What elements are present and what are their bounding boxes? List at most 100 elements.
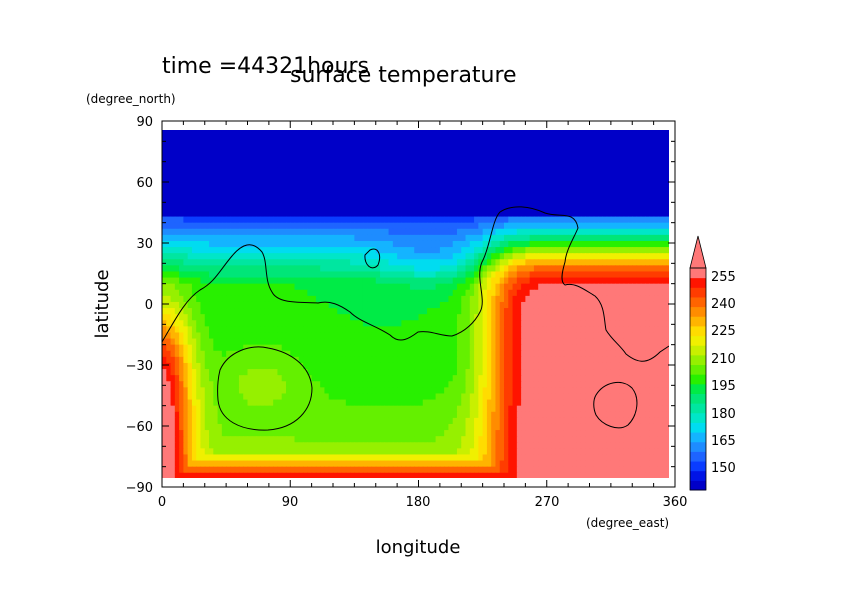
field-cell — [414, 130, 420, 132]
field-cell — [401, 338, 407, 346]
field-cell — [474, 155, 479, 163]
field-cell — [469, 283, 475, 291]
field-cell — [367, 131, 373, 138]
field-cell — [491, 186, 497, 193]
field-cell — [217, 234, 223, 242]
field-cell — [401, 289, 407, 297]
field-cell — [324, 289, 330, 297]
field-cell — [495, 314, 501, 321]
field-cell — [632, 271, 638, 279]
field-cell — [525, 259, 531, 266]
field-cell — [238, 295, 244, 303]
field-cell — [521, 222, 526, 230]
field-cell — [504, 131, 509, 138]
field-cell — [461, 271, 467, 279]
field-cell — [298, 161, 304, 169]
field-cell — [183, 259, 189, 266]
field-cell — [345, 247, 351, 254]
field-cell — [384, 137, 390, 144]
field-cell — [478, 155, 484, 163]
field-cell — [529, 277, 535, 285]
field-cell — [414, 161, 420, 169]
field-cell — [277, 204, 283, 212]
field-cell — [333, 192, 338, 199]
field-cell — [444, 253, 450, 260]
field-cell — [320, 289, 326, 297]
field-cell — [341, 283, 347, 291]
field-cell — [183, 289, 189, 297]
field-cell — [166, 320, 172, 327]
field-cell — [427, 131, 432, 138]
field-cell — [439, 234, 445, 242]
field-cell — [422, 356, 428, 364]
field-cell — [247, 131, 253, 138]
field-cell — [213, 253, 219, 260]
field-cell — [213, 130, 219, 132]
field-cell — [563, 186, 569, 193]
field-cell — [162, 283, 167, 291]
field-cell — [294, 320, 300, 327]
field-cell — [623, 326, 629, 334]
field-cell — [491, 131, 497, 138]
field-cell — [324, 375, 330, 382]
field-cell — [444, 143, 450, 151]
field-cell — [431, 228, 437, 236]
field-cell — [427, 130, 432, 132]
field-cell — [409, 216, 415, 224]
field-cell — [542, 277, 548, 285]
field-cell — [465, 301, 471, 309]
field-cell — [337, 247, 343, 254]
field-cell — [666, 179, 669, 187]
field-cell — [555, 131, 561, 138]
field-cell — [230, 222, 236, 230]
field-cell — [268, 192, 274, 199]
field-cell — [666, 155, 669, 163]
field-cell — [162, 186, 167, 193]
field-cell — [337, 265, 343, 273]
field-cell — [486, 179, 492, 187]
field-cell — [504, 308, 509, 315]
field-cell — [196, 369, 202, 376]
field-cell — [367, 338, 373, 346]
field-cell — [328, 216, 334, 224]
field-cell — [273, 362, 279, 370]
field-cell — [375, 338, 381, 346]
field-cell — [482, 350, 488, 358]
field-cell — [307, 234, 313, 242]
field-cell — [388, 271, 394, 279]
field-cell — [337, 216, 343, 224]
field-cell — [559, 240, 565, 248]
field-cell — [341, 326, 347, 334]
field-cell — [452, 350, 458, 358]
field-cell — [303, 222, 308, 230]
field-cell — [243, 167, 249, 175]
field-cell — [243, 186, 249, 193]
field-cell — [345, 173, 351, 181]
field-cell — [277, 167, 283, 175]
field-cell — [525, 210, 531, 218]
field-cell — [555, 338, 561, 346]
field-cell — [649, 283, 655, 291]
field-cell — [448, 301, 454, 309]
field-cell — [371, 277, 377, 285]
field-cell — [431, 216, 437, 224]
field-cell — [328, 338, 334, 346]
field-cell — [337, 161, 343, 169]
field-cell — [264, 131, 270, 138]
field-cell — [508, 308, 514, 315]
field-cell — [615, 265, 621, 273]
field-cell — [482, 295, 488, 303]
field-cell — [285, 167, 291, 175]
field-cell — [576, 259, 582, 266]
field-cell — [345, 295, 351, 303]
field-cell — [264, 130, 270, 132]
field-cell — [247, 143, 253, 151]
field-cell — [268, 186, 274, 193]
field-cell — [221, 338, 227, 346]
field-cell — [525, 143, 531, 151]
field-cell — [268, 344, 274, 352]
field-cell — [397, 131, 402, 138]
field-cell — [277, 228, 283, 236]
field-cell — [204, 186, 210, 193]
field-cell — [179, 192, 184, 199]
